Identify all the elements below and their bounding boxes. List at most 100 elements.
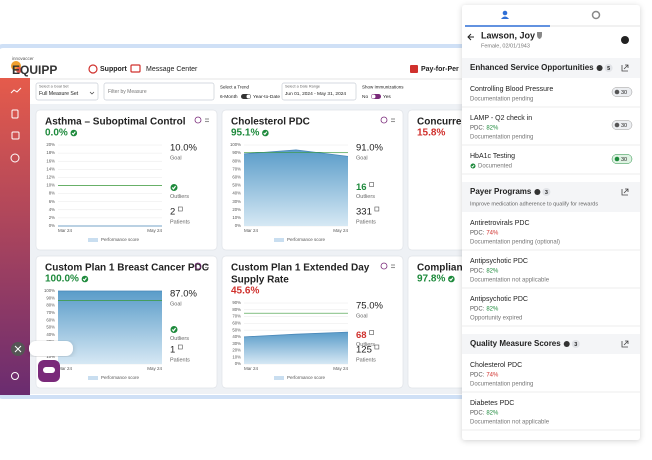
check-mark [82,277,87,282]
support-icon [88,64,98,74]
item-status: Opportunity expired [470,316,522,322]
stat-label: Patients [170,357,190,363]
panel-content: Lawson, Joy Female, 02/01/1943 Enhanced Se… [462,30,640,431]
legend-swatch [274,238,284,242]
performance-area [244,332,348,364]
check-mark [263,131,268,136]
item-status: Documentation pending [470,382,533,388]
info-icon [380,116,388,124]
clock-icon [614,156,620,162]
goal-value: 91.0% [356,143,383,154]
logo-top: innovaccer [12,56,34,61]
y-tick-label: 50% [46,325,55,330]
info-icon [563,341,570,347]
toggle-option: Yes [383,94,391,100]
count-badge [604,64,613,72]
item-name: LAMP - Q2 check in [470,115,532,122]
section-count: 5 [607,66,610,72]
section-header [462,58,640,78]
legend-swatch [88,238,98,242]
clock-icon [614,122,620,128]
y-tick-label: 0% [235,361,241,366]
performance-area [244,149,348,226]
filter-label: Select a Trend [220,85,250,90]
y-tick-label: 70% [232,314,241,319]
y-tick-label: 18% [46,150,55,155]
trend-option: Year-to-Date [253,94,280,100]
card-score: 100.0% [45,274,79,285]
link-icon [177,206,183,212]
item-status: Documentation not applicable [470,420,550,426]
item-name: Antipsychotic PDC [470,296,528,303]
shield-icon [537,32,542,39]
drag-dot [393,264,395,266]
date-select[interactable] [281,82,357,101]
filter-label: Show Immunizations [362,85,404,90]
stat-label: Outliers [356,342,375,348]
filter-label: Select a Goal Set [39,85,69,89]
y-tick-label: 40% [46,332,55,337]
pdc-label: PDC: [470,307,485,313]
goal-set-select[interactable] [35,82,99,101]
stat-label: Patients [170,219,190,225]
section-header [462,334,640,354]
item-name: Cholesterol PDC [470,362,522,369]
drag-dot [393,266,395,269]
drag-dot [205,266,207,269]
y-tick-label: 80% [232,158,241,163]
message-icon [130,64,141,73]
measure-filter[interactable] [103,82,215,101]
outliers-value: 68 [356,330,367,341]
y-tick-label: 2% [49,215,55,220]
y-tick-label: 10% [232,215,241,220]
section-header [462,182,640,212]
sidebar [0,78,30,395]
patients-value: 125 [356,345,372,356]
pdc-label: PDC: [470,269,485,275]
x-tick-label: Mar 24 [244,228,259,233]
help-bubble [29,341,73,356]
item-name: HbA1c Testing [470,153,515,160]
y-tick-label: 10% [46,183,55,188]
legend-label: Performance score [101,375,140,380]
y-tick-label: 14% [46,166,55,171]
stat-label: Patients [356,219,376,225]
item-status: Documentation not applicable [470,278,550,284]
legend-label: Performance score [287,375,326,380]
info-icon [194,116,202,124]
drag-dot [207,120,209,123]
badge-value: 30 [621,123,627,129]
stat-label: Goal [356,155,368,161]
y-tick-label: 100% [44,288,55,293]
item-name: Diabetes PDC [470,400,514,407]
section-description: Improve medication adherence to qualify … [470,201,598,207]
badge-value: 30 [621,90,627,96]
goal-value: 10.0% [170,143,197,154]
performance-area [58,291,162,364]
y-tick-label: 60% [232,175,241,180]
filter-placeholder: Filter by Measure [108,89,147,95]
sidebar-icons [10,87,22,380]
link-icon [177,344,183,350]
open-icon [621,340,629,348]
stat-label: Goal [170,301,182,307]
y-tick-label: 30% [232,341,241,346]
x-tick-label: May 24 [147,366,162,371]
y-tick-label: 16% [46,158,55,163]
x-tick-label: May 24 [147,228,162,233]
open-icon [621,188,629,196]
y-tick-label: 80% [232,307,241,312]
check-mark [171,327,177,332]
item-status: Documented [478,164,512,170]
filter-label: Select a Date Range [285,85,320,89]
section-title: Enhanced Service Opportunities [470,63,594,72]
y-tick-label: 100% [230,142,241,147]
drag-dot [205,264,207,266]
y-tick-label: 60% [232,320,241,325]
filter-value: Jun 01, 2024 - May 31, 2024 [285,91,346,97]
y-tick-label: 10% [46,354,55,359]
y-tick-label: 10% [232,354,241,359]
patient-panel [462,5,640,440]
x-tick-label: May 24 [333,366,348,371]
pdc-label: PDC: [470,411,485,417]
